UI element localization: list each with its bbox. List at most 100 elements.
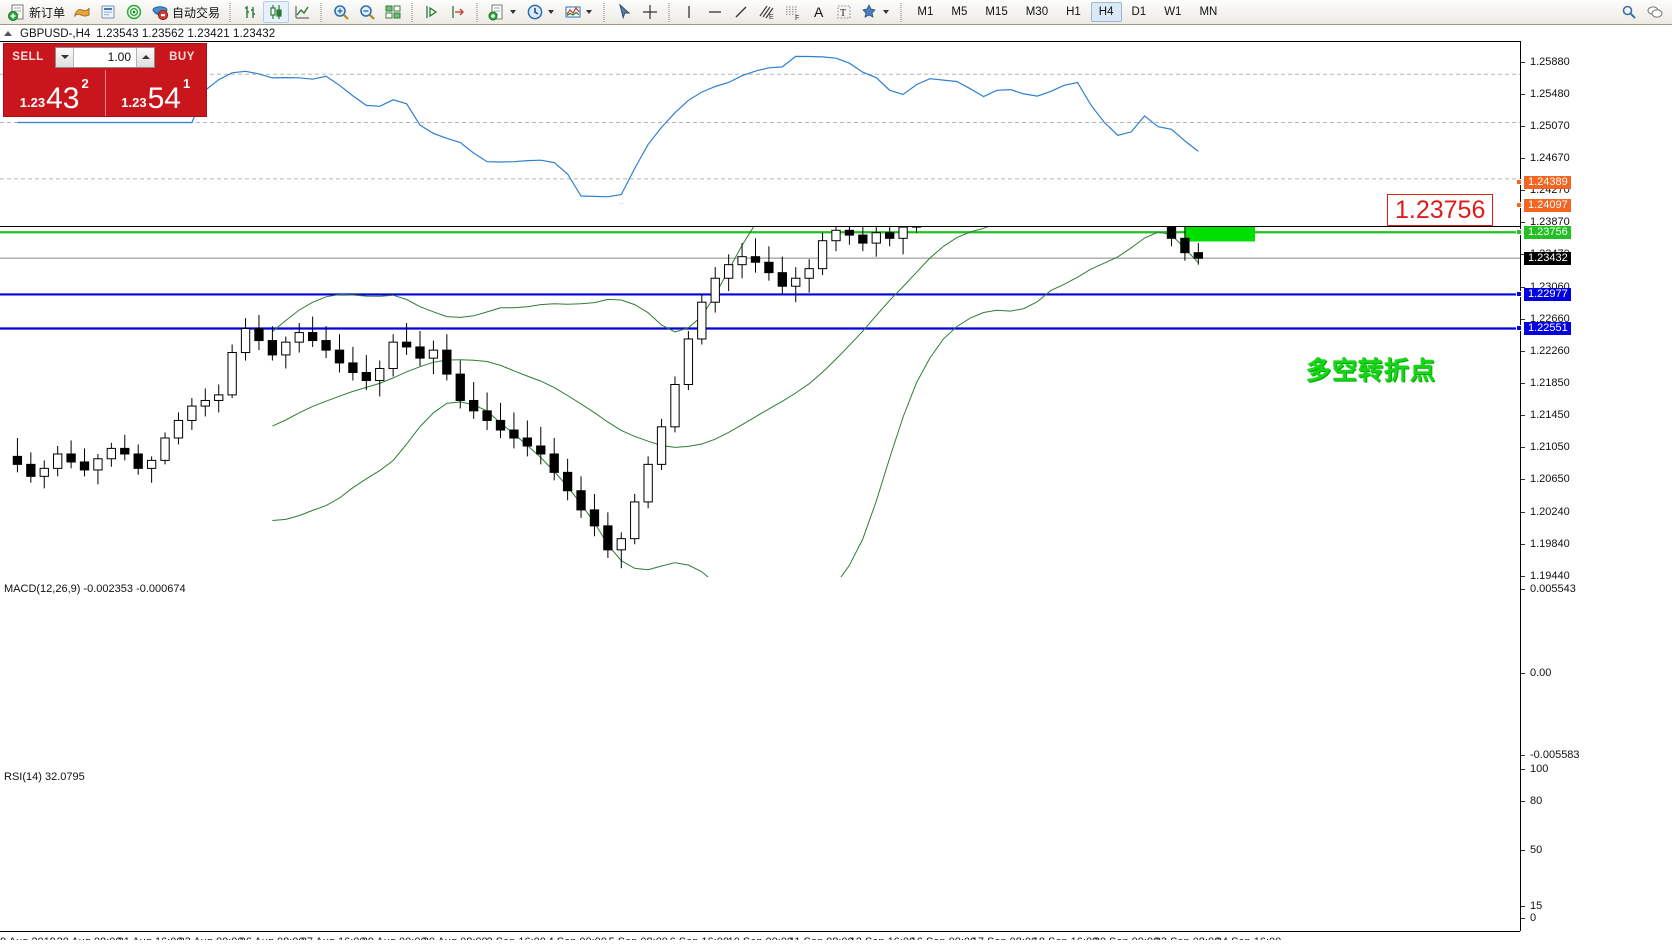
chart-shift-button[interactable] [445,1,471,23]
price-badge-last-price[interactable]: 1.23432 [1524,252,1571,266]
buy-price[interactable]: 1.23 54 1 [104,70,207,116]
chart-area[interactable]: MACD(12,26,9) -0.002353 -0.000674 RSI(14… [0,41,1672,949]
autotrading-label: 自动交易 [172,5,221,20]
tile-windows-button[interactable] [380,1,406,23]
chevron-down-icon[interactable] [510,10,517,14]
market-button[interactable] [95,1,121,23]
price-tick: 1.23870 [1521,216,1570,228]
zoom-in-button[interactable] [328,1,354,23]
price-tick: 1.19840 [1521,538,1570,550]
templates-button[interactable] [484,1,522,23]
sell-button[interactable]: SELL [12,51,44,63]
price-tick: 1.25480 [1521,88,1570,100]
vps-button[interactable] [121,1,147,23]
signals-button[interactable] [69,1,95,23]
timeframe-w1[interactable]: W1 [1164,6,1182,18]
rsi-chart-svg [0,55,1520,198]
timeframe-m30[interactable]: M30 [1025,6,1049,18]
chevron-down-icon[interactable] [548,10,555,14]
one-click-trading-panel[interactable]: SELL 1.00 BUY 1.23 43 2 1.23 54 1 [3,43,207,117]
svg-text:F: F [795,15,799,21]
chat-icon [1646,3,1664,21]
price-badge-support[interactable]: 1.22977 [1524,288,1571,302]
octp-header: SELL 1.00 BUY [4,44,206,70]
line-chart-button[interactable] [289,1,315,23]
chevron-up-icon [141,55,150,59]
buy-button[interactable]: BUY [169,51,195,63]
search-icon [1620,3,1638,21]
trendline-button[interactable] [728,1,754,23]
level-handle[interactable] [1516,229,1522,236]
main-toolbar: 新订单 [0,0,1672,25]
toolbar-separator [409,2,417,22]
tile-windows-icon [384,3,402,21]
price-tick: 1.25880 [1521,56,1570,68]
price-tick: 1.20240 [1521,506,1570,518]
level-handle[interactable] [1516,178,1522,185]
svg-text:E: E [769,14,774,21]
chevron-down-icon [60,55,69,59]
candlestick-chart-button[interactable] [263,1,290,23]
horizontal-line-button[interactable] [702,1,728,23]
search-button[interactable] [1616,1,1642,23]
chat-button[interactable] [1642,1,1668,23]
bar-chart-button[interactable] [237,1,263,23]
auto-scroll-button[interactable] [419,1,445,23]
auto-scroll-icon [423,3,441,21]
sell-price-prefix: 1.23 [19,95,46,110]
new-order-button[interactable]: 新订单 [4,1,69,23]
horizontal-line-icon [706,3,724,21]
price-badge-resistance[interactable]: 1.24389 [1524,175,1571,189]
signals-icon [73,3,91,21]
status-bar [0,940,1672,949]
volume-input[interactable]: 1.00 [74,47,136,67]
toolbar-separator [318,2,326,22]
price-tick: 1.24670 [1521,152,1570,164]
rsi-pane[interactable] [0,41,1520,203]
timeframe-m5[interactable]: M5 [951,6,968,18]
chevron-down-icon[interactable] [883,10,890,14]
autotrading-button[interactable]: 自动交易 [147,1,224,23]
chevron-down-icon[interactable] [586,10,593,14]
price-scale[interactable]: 1.25880 1.25480 1.25070 1.24670 1.24270 1.238… [1516,41,1672,931]
timeframe-h1[interactable]: H1 [1066,6,1081,18]
price-badge-resistance[interactable]: 1.24097 [1524,198,1571,212]
level-handle[interactable] [1516,325,1522,332]
price-tick: 1.22660 [1521,313,1570,325]
collapse-arrow-icon[interactable] [4,31,12,36]
equidistant-channel-button[interactable]: E [754,1,780,23]
crosshair-button[interactable] [637,1,663,23]
indicators-button[interactable] [560,1,598,23]
timeframe-m15[interactable]: M15 [985,6,1008,18]
price-tick: 1.21850 [1521,377,1570,389]
fibonacci-button[interactable]: F [780,1,806,23]
volume-stepper[interactable]: 1.00 [55,46,155,68]
timeframe-d1[interactable]: D1 [1131,6,1147,18]
toolbar-separator [474,2,482,22]
volume-increment-button[interactable] [136,47,154,67]
text-button[interactable]: A [806,1,831,23]
cursor-button[interactable] [611,1,637,23]
level-handle[interactable] [1516,201,1522,208]
periodicity-button[interactable] [522,1,560,23]
channel-icon: E [758,3,776,21]
vps-icon [125,3,143,21]
text-label-button[interactable]: T [831,1,857,23]
timeframe-m1[interactable]: M1 [917,6,934,18]
rsi-label: RSI(14) 32.0795 [3,771,86,783]
shapes-button[interactable] [857,1,895,23]
price-badge-support[interactable]: 1.22551 [1524,322,1571,336]
volume-dropdown-button[interactable] [56,47,74,67]
symbol-name: GBPUSD-,H4 [20,27,91,40]
macd-tick: 0.005543 [1521,583,1576,595]
sell-price[interactable]: 1.23 43 2 [4,70,105,116]
price-badge-pivot[interactable]: 1.23756 [1524,226,1571,240]
zoom-out-button[interactable] [354,1,380,23]
timeframe-h4[interactable]: H4 [1090,2,1122,22]
vertical-line-button[interactable] [676,1,702,23]
templates-icon [488,3,506,21]
timeframe-mn[interactable]: MN [1199,6,1218,18]
octp-quotes: 1.23 43 2 1.23 54 1 [4,70,206,116]
level-handle[interactable] [1516,291,1522,298]
